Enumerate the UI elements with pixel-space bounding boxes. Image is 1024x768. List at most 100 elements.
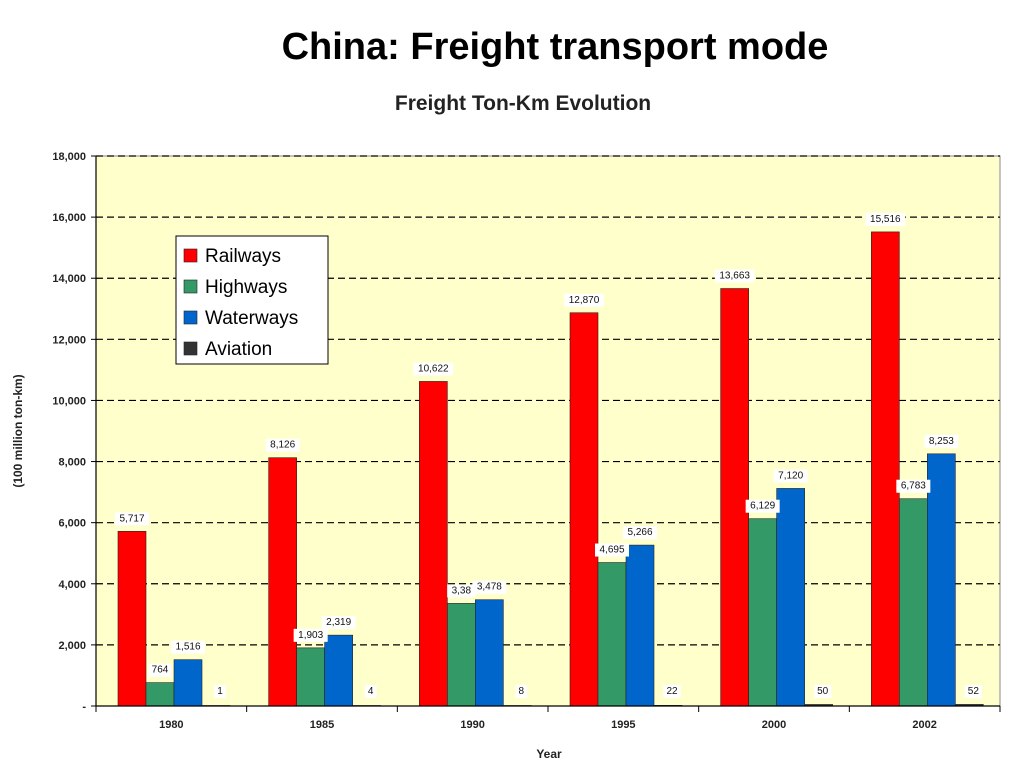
data-label-box (171, 640, 205, 654)
bar-highways (447, 603, 476, 707)
y-tick-label: 4,000 (58, 579, 86, 591)
data-label-box (773, 469, 808, 483)
data-label: 3,38 (452, 585, 472, 596)
data-label: 3,478 (477, 582, 502, 593)
legend-swatch (183, 248, 198, 263)
bar-waterways (625, 544, 655, 707)
data-label: 12,870 (569, 295, 600, 306)
legend-label: Waterways (205, 308, 298, 329)
data-label: 15,516 (870, 214, 901, 225)
data-label-box (515, 685, 528, 698)
bar-waterways (776, 488, 805, 707)
data-label-box (745, 499, 780, 513)
bar-waterways (475, 599, 504, 707)
data-label-box (714, 269, 755, 283)
data-label-box (413, 362, 454, 376)
data-label: 52 (968, 686, 980, 697)
y-tick-label: 10,000 (52, 395, 86, 407)
data-label-box (321, 616, 356, 630)
legend-swatch (183, 341, 198, 356)
data-label-box (364, 685, 377, 698)
data-label: 6,129 (750, 501, 775, 512)
bar-highways (899, 498, 928, 707)
data-label: 50 (817, 686, 829, 697)
y-axis-title: (100 million ton-km) (11, 374, 25, 487)
x-axis-title: Year (536, 747, 562, 761)
data-label-box (265, 438, 300, 452)
bar-highways (748, 518, 777, 707)
data-label-box (663, 685, 681, 698)
data-label: 2,319 (326, 617, 351, 628)
y-tick-label: 16,000 (52, 212, 86, 224)
data-label-box (564, 293, 604, 307)
y-tick-label: 18,000 (52, 151, 86, 163)
data-label: 1 (217, 686, 223, 697)
data-label-box (472, 580, 507, 594)
x-tick-label: 2002 (912, 719, 936, 731)
data-label-box (293, 628, 328, 642)
bar-railways (720, 288, 749, 707)
legend-label: Aviation (205, 339, 272, 360)
data-label-box (447, 584, 476, 598)
x-tick-label: 1980 (159, 719, 183, 731)
legend-label: Railways (205, 246, 281, 267)
data-label-box (964, 685, 982, 698)
y-tick-label: 8,000 (58, 457, 86, 469)
data-label: 4,695 (599, 545, 624, 556)
x-tick-label: 2000 (762, 719, 786, 731)
y-tick-label: - (82, 701, 86, 713)
data-label: 8 (519, 686, 525, 697)
bar-railways (871, 231, 900, 707)
bar-highways (145, 682, 175, 707)
data-label: 8,126 (270, 440, 295, 451)
axes: - 2,000 4,000 6,000 8,000 10,000 12,000 14,000 1… (11, 151, 1001, 761)
bar-waterways (324, 634, 353, 707)
data-label: 8,253 (929, 436, 954, 447)
data-label: 1,516 (175, 642, 200, 653)
y-tick-label: 14,000 (52, 273, 86, 285)
bar-waterways (173, 659, 203, 707)
bar-railways (569, 312, 599, 707)
y-tick-label: 6,000 (58, 518, 86, 530)
legend-box (175, 235, 329, 365)
data-label-box (595, 543, 629, 557)
slide-title: China: Freight transport mode (281, 26, 829, 68)
data-label-box (896, 479, 931, 493)
data-label: 5,266 (627, 527, 652, 538)
data-label: 7,120 (778, 470, 803, 481)
data-label: 1,903 (298, 630, 323, 641)
data-label: 22 (666, 686, 678, 697)
bars (117, 231, 984, 707)
data-label-box (148, 663, 172, 677)
bar-highways (597, 562, 627, 707)
chart-title: Freight Ton-Km Evolution (394, 92, 652, 115)
data-label: 13,663 (719, 271, 750, 282)
legend-label: Highways (205, 277, 287, 298)
data-label: 5,717 (119, 513, 144, 524)
data-label: 4 (368, 686, 374, 697)
data-label-box (814, 685, 832, 698)
y-tick-label: 2,000 (58, 640, 86, 652)
data-label: 6,783 (901, 481, 926, 492)
x-tick-label: 1985 (310, 719, 334, 731)
legend-swatch (183, 310, 198, 325)
bar-railways (419, 381, 448, 707)
bar-highways (296, 647, 325, 707)
bar-waterways (927, 453, 956, 707)
bar-railways (268, 457, 297, 707)
data-label: 764 (152, 665, 169, 676)
y-tick-label: 12,000 (52, 334, 86, 346)
data-label-box (115, 512, 149, 526)
legend-swatch (183, 279, 198, 294)
data-label-box (214, 685, 226, 698)
bar-railways (117, 531, 147, 707)
legend: Railways Highways Waterways Aviation (175, 235, 329, 365)
data-label-box (865, 212, 906, 226)
data-label: 10,622 (418, 363, 449, 374)
x-tick-label: 1995 (611, 719, 635, 731)
grid-lines (96, 155, 1000, 646)
data-label-box (623, 526, 657, 540)
x-tick-label: 1990 (460, 719, 484, 731)
